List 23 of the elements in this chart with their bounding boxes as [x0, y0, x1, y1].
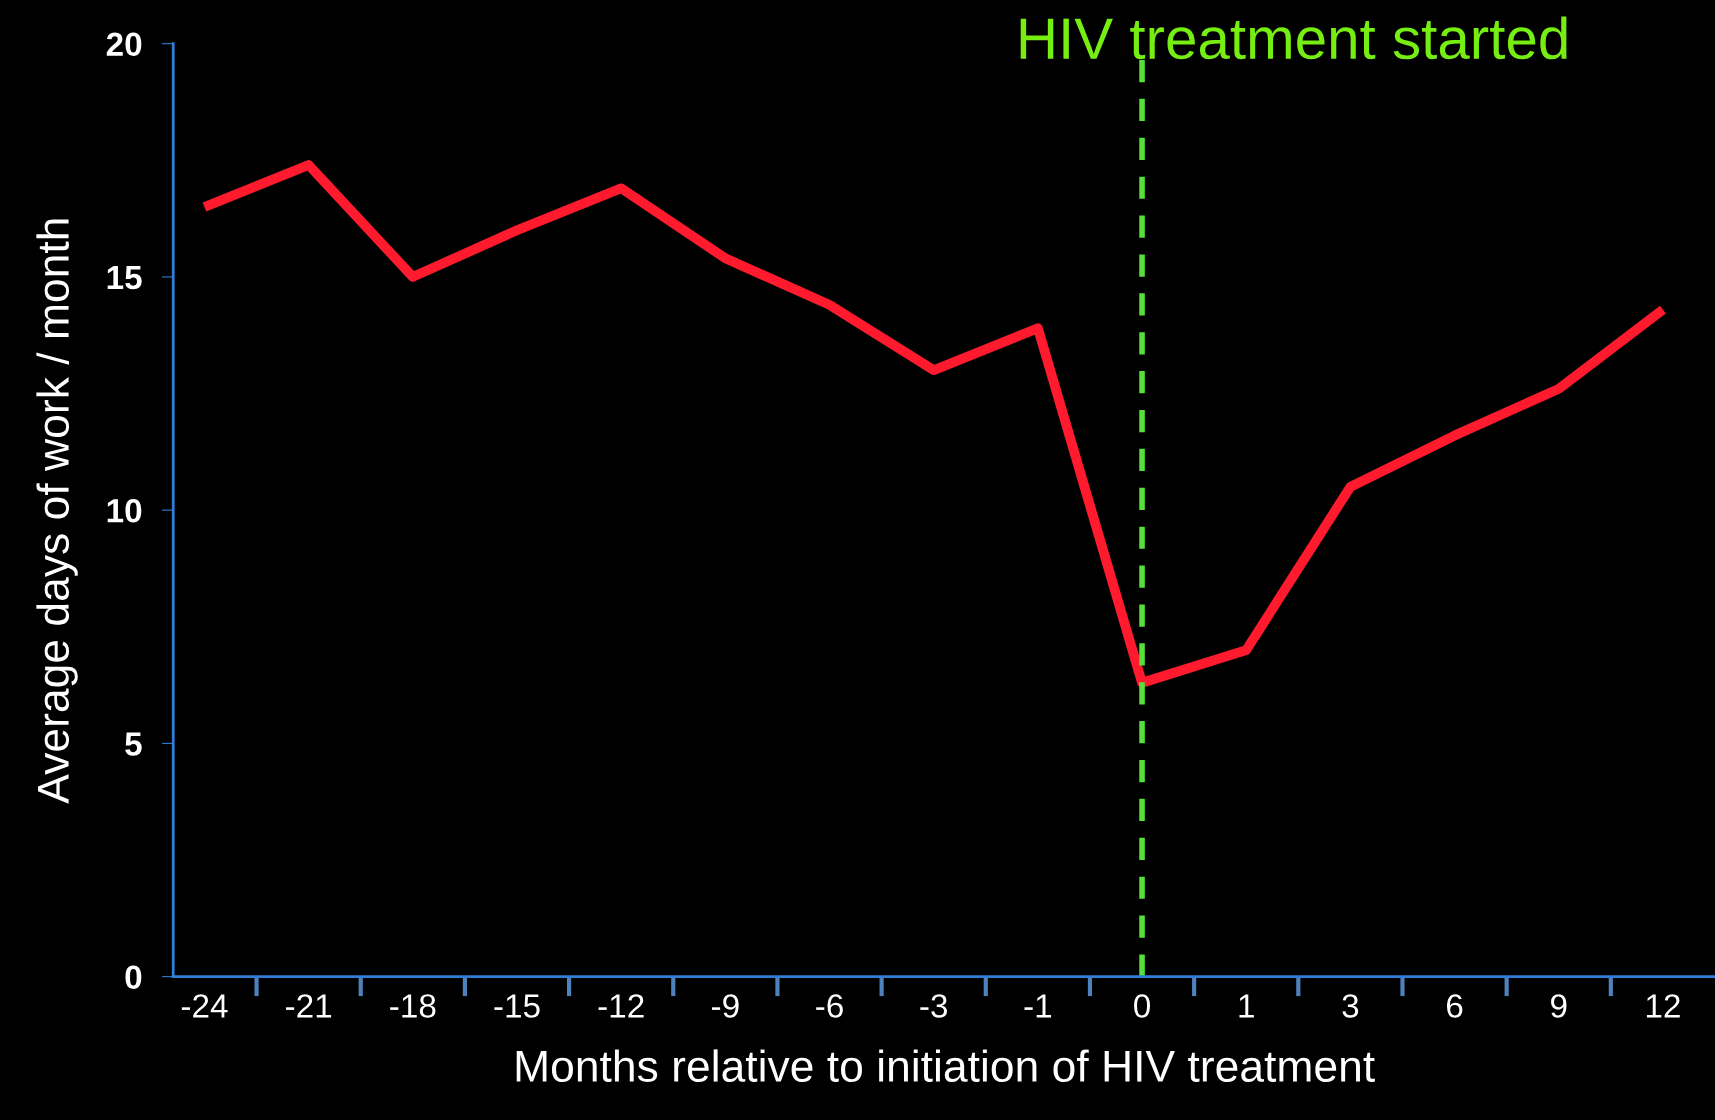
y-tick-label: 0 — [125, 965, 142, 990]
x-tick-label: -12 — [598, 994, 644, 1018]
x-axis-title: Months relative to initiation of HIV treatment — [516, 1049, 1375, 1083]
x-tick-label: -9 — [712, 994, 739, 1018]
x-tick-label: -3 — [920, 994, 948, 1018]
x-tick-label: -6 — [816, 994, 843, 1018]
x-tick-label: 9 — [1551, 994, 1567, 1018]
y-tick-label: 5 — [125, 732, 142, 756]
y-tick-label: 10 — [107, 498, 142, 523]
x-tick-label: -15 — [494, 994, 540, 1018]
x-tick-label: 0 — [1134, 994, 1151, 1018]
y-tick-label: 20 — [106, 32, 142, 57]
x-tick-label: -1 — [1024, 994, 1052, 1018]
x-tick-label: 6 — [1446, 994, 1463, 1018]
x-tick-label: -24 — [181, 994, 228, 1018]
x-tick-label: 12 — [1646, 994, 1680, 1018]
x-tick-label: -18 — [390, 994, 436, 1018]
x-tick-label: 1 — [1239, 994, 1254, 1018]
ref-line-label: HIV treatment started — [1020, 16, 1567, 60]
y-axis-title: Average days of work / month — [36, 219, 78, 804]
x-tick-label: -21 — [286, 994, 332, 1018]
y-tick-label: 15 — [107, 266, 142, 290]
x-tick-label: 3 — [1342, 994, 1359, 1018]
